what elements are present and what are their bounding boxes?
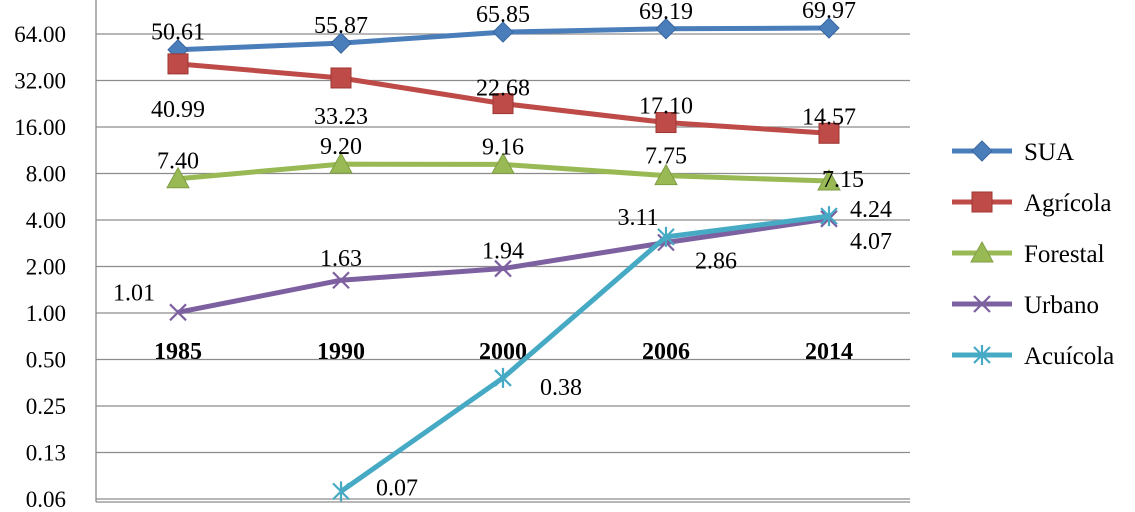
legend-label: Acuícola <box>1024 343 1114 370</box>
data-point <box>817 168 841 191</box>
y-axis-ticks: 64.00 32.00 16.00 8.00 4.00 2.00 1.00 0.50 0.25 0… <box>14 22 66 512</box>
legend-item: Agrícola <box>952 190 1111 217</box>
x-category-label: 1985 <box>154 339 202 365</box>
data-label: 0.07 <box>376 475 418 501</box>
data-point <box>492 21 514 43</box>
legend-marker <box>970 240 994 263</box>
data-label: 55.87 <box>314 13 368 39</box>
legend-item: SUA <box>952 139 1074 166</box>
legend-item: Urbano <box>952 292 1099 319</box>
y-tick-label: 16.00 <box>14 115 66 140</box>
legend-item: Forestal <box>952 240 1105 268</box>
data-label: 40.99 <box>151 97 205 123</box>
data-point <box>330 67 352 89</box>
x-category-label: 1990 <box>317 339 365 365</box>
y-tick-label: 1.00 <box>26 301 66 326</box>
series-forestal: 7.40 9.20 9.16 7.75 7.15 <box>157 134 864 193</box>
data-point <box>820 206 838 227</box>
data-point <box>494 259 512 278</box>
data-label: 69.19 <box>639 0 693 25</box>
legend-marker <box>971 191 993 213</box>
data-point <box>492 93 514 115</box>
series-line <box>339 213 830 494</box>
data-point <box>329 152 353 174</box>
series-acuícola: 0.07 0.38 3.11 4.24 <box>332 197 892 502</box>
data-label: 2.86 <box>695 249 737 275</box>
y-tick-label: 0.13 <box>26 441 66 466</box>
data-point <box>655 18 677 40</box>
data-point <box>332 271 350 290</box>
y-tick-label: 64.00 <box>14 22 66 47</box>
legend-marker <box>971 140 993 162</box>
data-point <box>655 112 677 134</box>
legend: SUA Agrícola Forestal Urbano Acuícola <box>952 139 1114 370</box>
legend-label: Agrícola <box>1024 190 1111 217</box>
data-point <box>494 367 512 388</box>
data-label: 4.24 <box>850 197 892 223</box>
y-tick-label: 0.25 <box>26 394 66 419</box>
data-point <box>332 481 350 502</box>
x-category-label: 2000 <box>479 339 527 365</box>
y-tick-label: 0.50 <box>26 348 66 373</box>
legend-label: Forestal <box>1024 241 1105 268</box>
x-category-label: 2014 <box>805 339 853 365</box>
data-label: 7.75 <box>645 144 687 170</box>
legend-marker <box>973 345 991 365</box>
data-point <box>818 122 840 144</box>
data-point <box>330 32 352 54</box>
data-label: 33.23 <box>314 104 368 130</box>
data-label: 7.15 <box>822 167 864 193</box>
y-tick-label: 0.06 <box>26 487 66 512</box>
series-urbano: 1.01 1.63 1.94 2.86 4.07 <box>113 210 892 322</box>
data-point <box>166 166 190 189</box>
data-point <box>169 303 187 322</box>
y-tick-label: 32.00 <box>14 69 66 94</box>
data-label: 17.10 <box>639 94 693 120</box>
data-label: 9.20 <box>320 134 362 160</box>
series-agrícola: 40.99 33.23 22.68 17.10 14.57 <box>151 53 856 144</box>
data-label: 1.01 <box>113 280 155 306</box>
legend-label: Urbano <box>1024 292 1099 319</box>
x-axis-categories: 1985 1990 2000 2006 2014 <box>154 339 853 365</box>
data-label: 3.11 <box>617 205 658 231</box>
data-label: 1.63 <box>320 246 362 272</box>
legend-label: SUA <box>1024 139 1074 166</box>
legend-item: Acuícola <box>952 343 1114 370</box>
data-label: 50.61 <box>151 20 205 46</box>
data-point <box>818 17 840 39</box>
legend-marker <box>973 295 991 313</box>
y-tick-label: 8.00 <box>26 162 66 187</box>
series-sua: 50.61 55.87 65.85 69.19 69.97 <box>151 0 856 61</box>
data-label: 0.38 <box>540 375 582 401</box>
x-category-label: 2006 <box>642 339 690 365</box>
y-tick-label: 4.00 <box>26 208 66 233</box>
data-point <box>167 53 189 75</box>
data-label: 7.40 <box>157 149 199 175</box>
data-label: 65.85 <box>476 2 530 28</box>
data-point <box>654 163 678 186</box>
data-label: 22.68 <box>476 76 530 102</box>
data-label: 9.16 <box>482 134 524 160</box>
data-label: 1.94 <box>482 239 524 265</box>
data-point <box>491 152 515 174</box>
data-label: 69.97 <box>802 0 856 24</box>
data-label: 14.57 <box>802 104 856 130</box>
data-label: 4.07 <box>850 229 892 255</box>
data-point <box>657 226 675 247</box>
y-tick-label: 2.00 <box>26 255 66 280</box>
